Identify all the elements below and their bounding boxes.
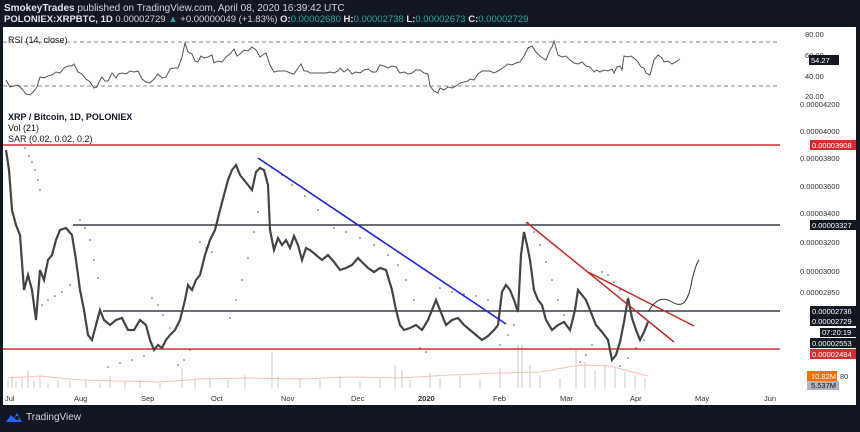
rsi-tick-20: 20.00 [805, 92, 824, 101]
high-label: H: [343, 14, 354, 25]
price-tick: 0.00003600 [800, 182, 840, 191]
svg-text:Jun: Jun [764, 394, 776, 403]
rsi-panel: 80.00 60.00 40.00 20.00 54.27 [3, 27, 856, 103]
high-value: 0.00002738 [353, 14, 404, 25]
svg-text:Feb: Feb [493, 394, 506, 403]
volume-tag: 5.537M [811, 381, 836, 390]
publish-info: SmokeyTrades published on TradingView.co… [4, 3, 345, 14]
tradingview-brand[interactable]: TradingView [26, 412, 82, 423]
projection-curve [647, 259, 700, 313]
chart-canvas[interactable]: 80.00 60.00 40.00 20.00 54.27 [3, 27, 856, 405]
price-tick: 0.00003200 [800, 238, 840, 247]
price-tick: 0.00003400 [800, 209, 840, 218]
open-value: 0.00002680 [290, 14, 341, 25]
svg-text:Apr: Apr [630, 394, 642, 403]
price-tag-black-top: 0.00003327 [812, 221, 852, 230]
symbol-info-bar: POLONIEX:XRPBTC, 1D 0.00002729 ▲ +0.0000… [4, 14, 528, 25]
svg-text:May: May [695, 394, 709, 403]
volume-bars [7, 345, 646, 388]
volume-tag-ma: 10.82M [811, 372, 836, 381]
bar-countdown: 07:20:19 [822, 328, 851, 337]
svg-text:Jul: Jul [5, 394, 15, 403]
low-value: 0.00002673 [415, 14, 466, 25]
price-tag-red-bottom: 0.00002484 [812, 350, 852, 359]
rsi-tick-80: 80.00 [805, 30, 824, 39]
price-tag-last: 0.00002729 [812, 317, 852, 326]
trendline-red-2 [587, 271, 695, 327]
author-name[interactable]: SmokeyTrades [4, 3, 75, 14]
price-tag-red-top: 0.00003908 [812, 141, 852, 150]
rsi-current-value: 54.27 [811, 56, 830, 65]
trendline-red-1 [525, 221, 675, 343]
publish-text: published on TradingView.com, April 08, … [77, 3, 345, 14]
tradingview-logo-icon [6, 413, 22, 422]
close-label: C: [468, 14, 479, 25]
svg-text:Sep: Sep [141, 394, 154, 403]
svg-text:Aug: Aug [74, 394, 87, 403]
price-tick: 0.00004200 [800, 100, 840, 109]
sar-legend[interactable]: SAR (0.02, 0.02, 0.2) [8, 134, 93, 144]
price-tag-black-mid: 0.00002736 [812, 307, 852, 316]
sar-dots [24, 147, 645, 368]
chart-frame[interactable]: 80.00 60.00 40.00 20.00 54.27 [3, 27, 856, 405]
rsi-current-tag [809, 55, 839, 65]
svg-text:Oct: Oct [211, 394, 224, 403]
price-tick: 0.00003800 [800, 154, 840, 163]
svg-text:Mar: Mar [560, 394, 573, 403]
volume-legend[interactable]: Vol (21) [8, 123, 40, 133]
svg-text:Nov: Nov [281, 394, 295, 403]
open-label: O: [280, 14, 291, 25]
close-value: 0.00002729 [478, 14, 529, 25]
svg-text:2020: 2020 [418, 394, 435, 403]
up-arrow-icon: ▲ [168, 14, 178, 25]
trendline-blue [257, 157, 507, 325]
last-price: 0.00002729 [115, 14, 166, 25]
price-tick: 0.00002850 [800, 288, 840, 297]
rsi-legend[interactable]: RSI (14, close) [8, 35, 68, 45]
low-label: L: [406, 14, 416, 25]
price-candles [4, 149, 650, 363]
main-legend-title[interactable]: XRP / Bitcoin, 1D, POLONIEX [8, 112, 133, 122]
price-tick: 0.00003000 [800, 267, 840, 276]
svg-text:Dec: Dec [351, 394, 365, 403]
price-panel: 0.00004200 0.00004000 0.00003800 0.00003… [3, 100, 856, 390]
footer: TradingView [6, 412, 81, 423]
time-axis: Jul Aug Sep Oct Nov Dec 2020 Feb Mar Apr… [5, 394, 776, 403]
rsi-tick-40: 40.00 [805, 72, 824, 81]
symbol-label: POLONIEX:XRPBTC, 1D [4, 14, 113, 25]
price-tag-sar: 0.00002553 [812, 339, 852, 348]
price-change: +0.00000049 (+1.83%) [180, 14, 278, 25]
price-tick: 0.00004000 [800, 127, 840, 136]
rsi-line [5, 39, 681, 96]
volume-axis-tick: 80 [840, 372, 848, 381]
